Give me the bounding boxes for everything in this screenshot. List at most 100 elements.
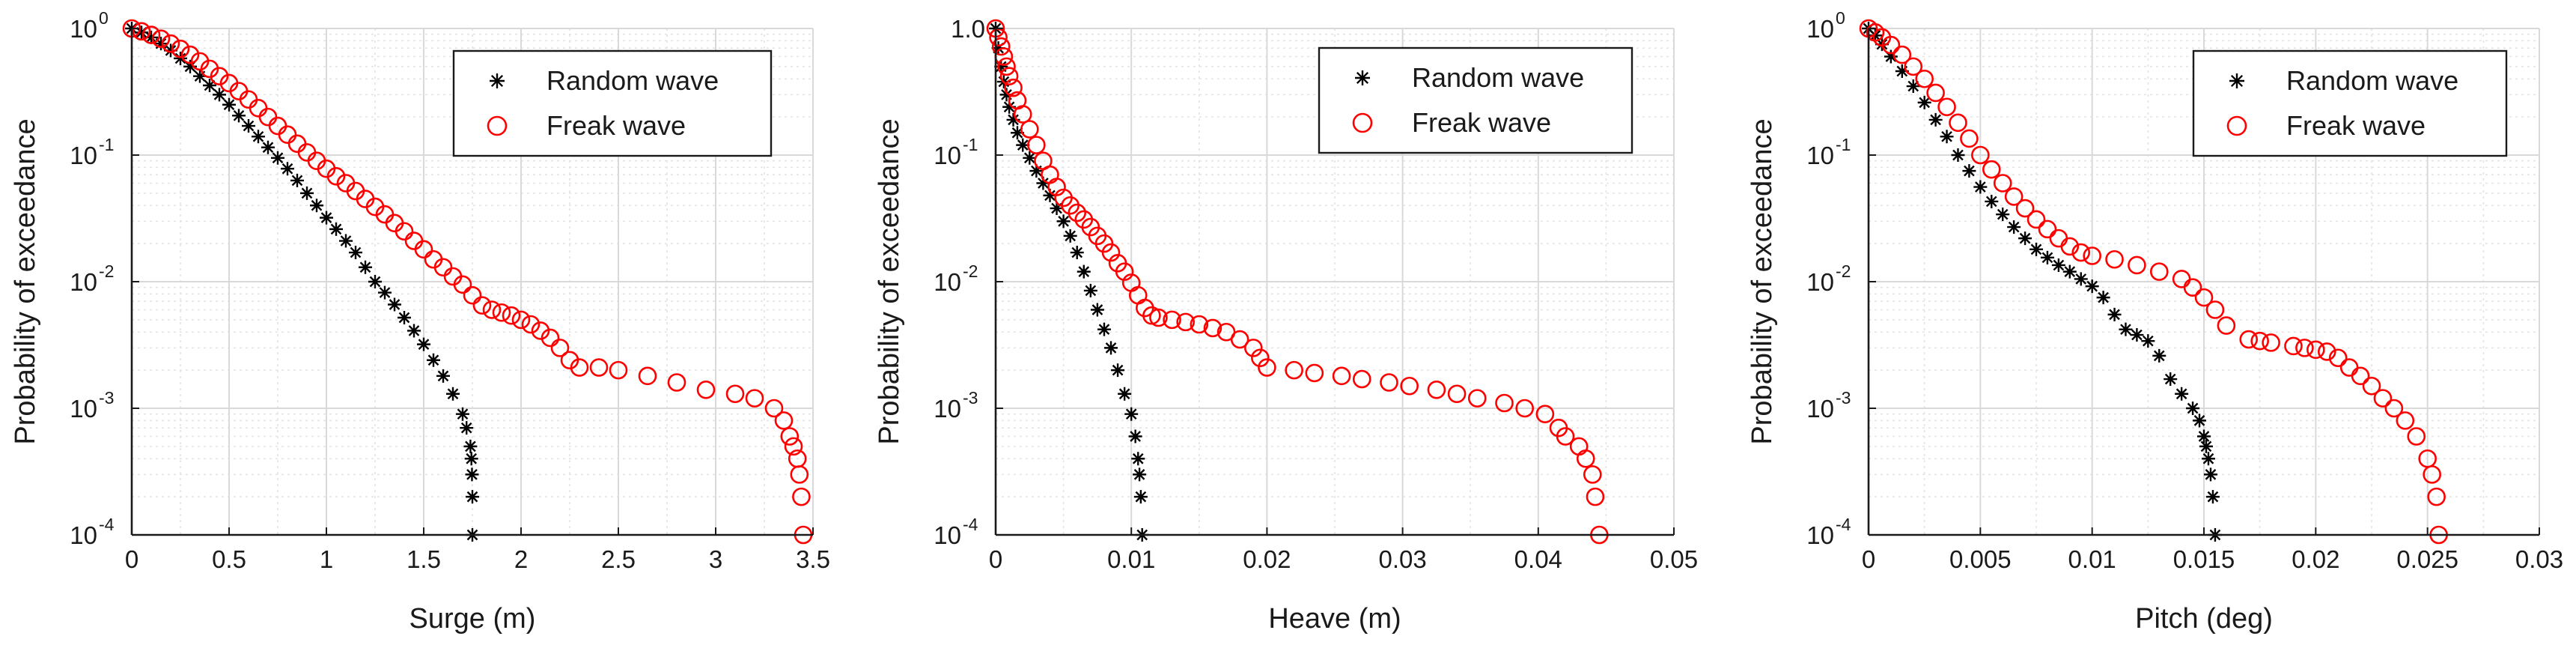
data-point-random-wave [261,140,275,154]
data-point-freak-wave [1556,427,1575,446]
x-tick-label: 0.03 [2515,545,2563,573]
data-point-random-wave [164,43,177,58]
panel-surge: 0 0.5 1 1.5 2 2.5 3 3.510-410-310-210-110 0Surge… [10,8,830,635]
data-point-random-wave [2203,467,2217,482]
data-point-freak-wave [2194,288,2214,307]
data-point-freak-wave [171,39,190,58]
data-point-freak-wave [1535,405,1555,424]
data-point-freak-wave [2217,316,2236,335]
data-point-freak-wave [1285,360,1303,380]
data-point-freak-wave [1230,330,1249,349]
x-axis-label: Surge (m) [409,603,536,635]
data-point-freak-wave [2384,399,2404,418]
data-point-freak-wave [1004,78,1023,97]
x-tick-label: 0.5 [212,545,246,573]
legend-marker-random-wave [1355,70,1370,85]
data-point-freak-wave [784,437,803,456]
y-tick-exponent: -4 [963,515,978,534]
data-point-freak-wave [1020,120,1039,139]
data-point-random-wave [1985,194,1999,208]
data-point-random-wave [174,51,187,65]
data-point-freak-wave [1400,376,1419,396]
legend-marker-random-wave [2229,73,2244,88]
y-tick-label: 10 [70,268,97,296]
data-point-freak-wave [2071,243,2091,262]
data-point-freak-wave [1447,384,1467,404]
data-point-freak-wave [511,310,531,330]
data-point-freak-wave [1893,45,1912,64]
data-point-random-wave [135,25,148,40]
data-point-random-wave [2152,348,2167,363]
data-point-random-wave [1124,407,1139,421]
data-point-freak-wave [2060,237,2080,256]
series-freak-wave [122,19,813,545]
data-point-random-wave [1133,467,1147,482]
data-point-freak-wave [1258,358,1276,377]
data-point-freak-wave [210,67,229,85]
legend: Random wave Freak wave [452,49,773,157]
data-point-random-wave [2164,372,2178,387]
data-point-random-wave [368,275,382,288]
data-point-random-wave [1906,79,1920,94]
data-point-random-wave [349,246,362,260]
data-point-freak-wave [395,222,414,241]
data-point-random-wave [300,186,314,200]
data-point-freak-wave [1467,389,1487,408]
y-tick-exponent: -1 [963,135,978,154]
data-point-freak-wave [161,34,180,53]
data-point-random-wave [252,130,265,144]
x-tick-label: 0.03 [1378,545,1426,573]
data-point-freak-wave [2373,389,2393,408]
data-point-random-wave [1083,283,1097,297]
y-tick-label: 10 [934,142,961,169]
data-point-random-wave [1951,148,1965,162]
legend-label: Random wave [1412,62,1584,93]
y-tick-exponent: -3 [963,388,978,408]
data-point-freak-wave [1380,373,1398,392]
data-point-random-wave [2119,322,2133,336]
data-point-freak-wave [1149,308,1168,327]
y-tick-label: 10 [1806,521,1834,549]
data-point-random-wave [1077,264,1091,279]
data-point-freak-wave [2128,255,2146,275]
x-tick-label: 2 [514,545,528,573]
data-point-freak-wave [1982,160,2001,179]
y-tick-exponent: -4 [1836,515,1851,534]
data-point-freak-wave [1352,369,1371,389]
legend-label: Random wave [2286,65,2458,96]
legend-label: Random wave [546,65,719,96]
y-tick-label: 10 [934,268,961,296]
data-point-freak-wave [570,358,589,377]
data-point-freak-wave [1332,366,1351,386]
legend: Random wave Freak wave [1318,46,1633,154]
x-tick-label: 0.01 [2068,545,2116,573]
data-point-freak-wave [132,22,151,41]
data-point-random-wave [232,109,246,123]
y-tick-exponent: -1 [1836,135,1851,154]
data-point-random-wave [436,369,450,383]
data-point-random-wave [1118,387,1132,401]
data-point-freak-wave [609,360,628,380]
x-tick-label: 0.05 [1650,545,1698,573]
data-point-freak-wave [326,167,346,186]
y-tick-label: 10 [934,521,961,549]
data-point-random-wave [1090,303,1104,317]
y-tick-exponent: -4 [99,515,115,534]
data-point-random-wave [1868,28,1882,43]
y-tick-label: 10 [1806,268,1834,296]
legend-box [2192,49,2508,157]
data-point-random-wave [1940,130,1954,144]
y-axis-label: Probability of exceedance [874,118,905,444]
data-point-freak-wave [1881,35,1901,55]
data-point-random-wave [1010,126,1024,140]
data-point-random-wave [213,88,226,102]
data-point-freak-wave [1926,83,1945,103]
data-point-random-wave [1131,452,1145,466]
legend-label: Freak wave [2286,110,2426,141]
y-tick-exponent: 0 [1836,8,1845,28]
x-tick-label: 0.02 [2292,545,2339,573]
data-point-random-wave [320,211,333,225]
data-point-random-wave [1070,246,1084,260]
data-point-random-wave [1884,49,1898,64]
